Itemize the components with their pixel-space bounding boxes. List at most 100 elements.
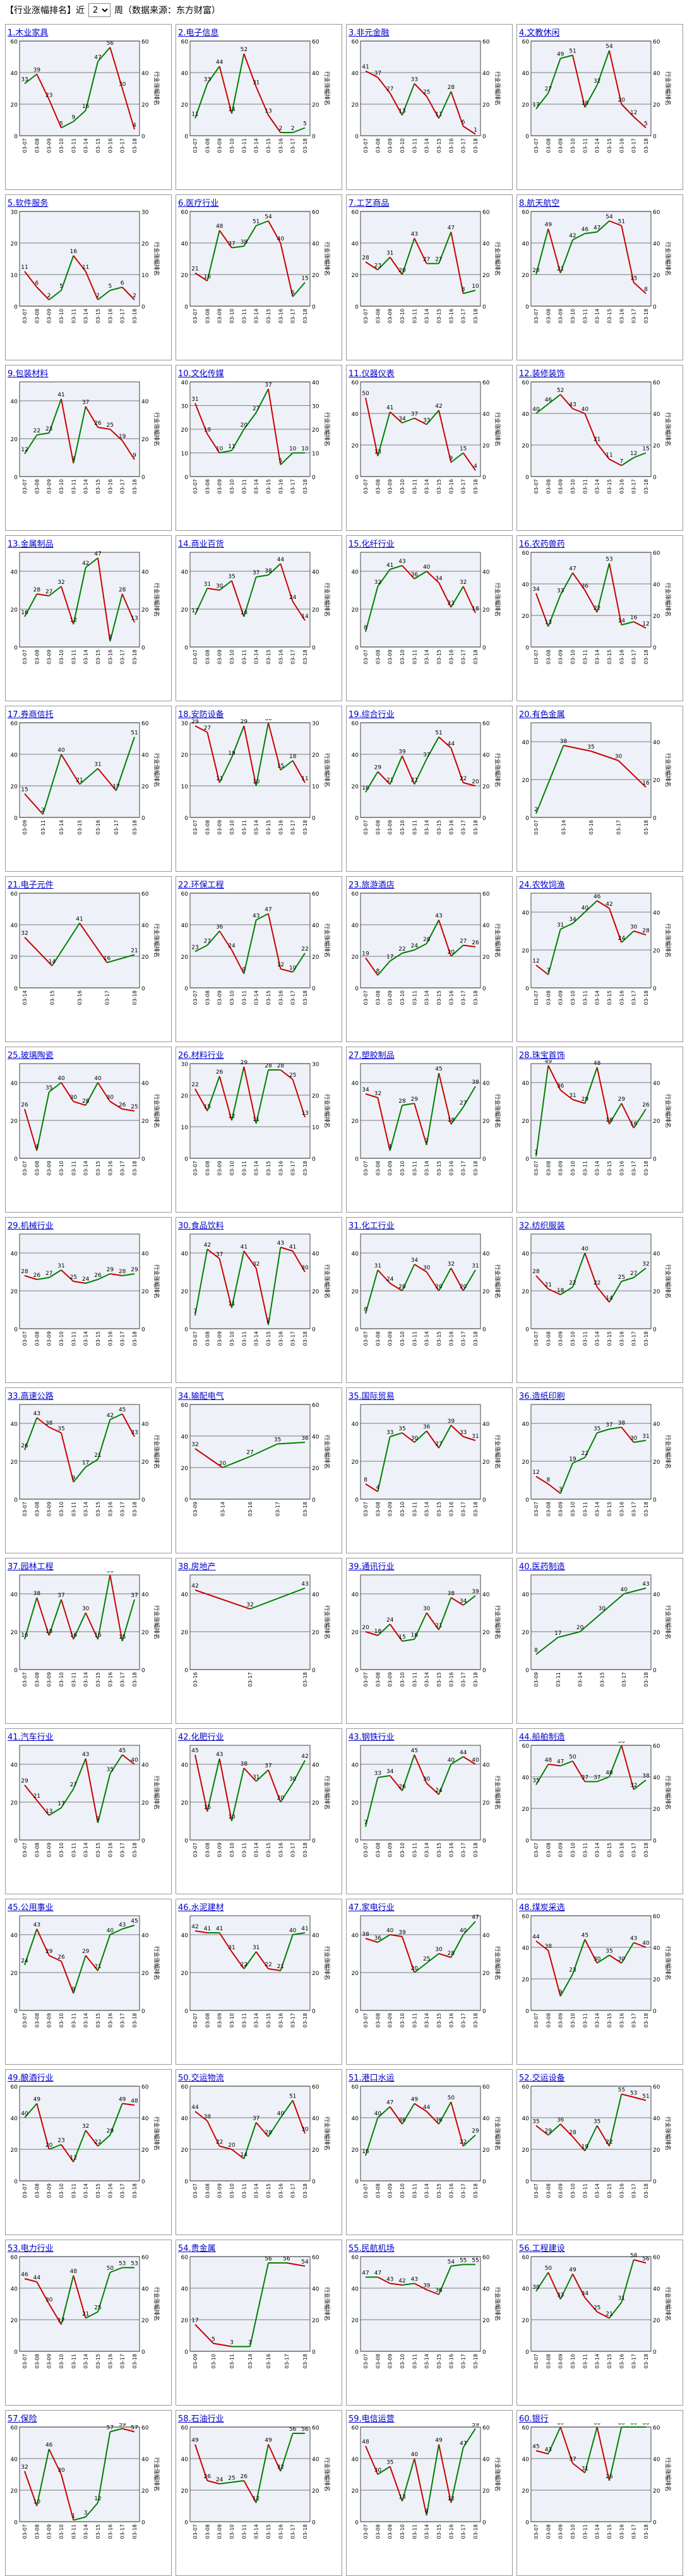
data-label: 17 — [191, 608, 198, 614]
chart-title-link[interactable]: 56.工程建设 — [519, 2244, 565, 2253]
y2-tick-label: 40 — [312, 923, 319, 929]
series-segment — [268, 563, 282, 576]
chart-title-link[interactable]: 46.水泥建材 — [178, 1903, 224, 1913]
chart-title-link[interactable]: 43.钢铁行业 — [349, 1733, 395, 1742]
y2-tick-label: 60 — [653, 1914, 660, 1920]
chart-title-link[interactable]: 19.综合行业 — [349, 710, 395, 720]
data-label: 36 — [301, 1435, 309, 1442]
chart-title-link[interactable]: 58.石油行业 — [178, 2414, 224, 2424]
chart-title-link[interactable]: 57.保险 — [8, 2414, 37, 2424]
chart-title-link[interactable]: 49.酿酒行业 — [8, 2074, 54, 2083]
chart-title-link[interactable]: 52.交运设备 — [519, 2074, 565, 2083]
chart-title-link[interactable]: 22.环保工程 — [178, 881, 224, 890]
chart-title-link[interactable]: 59.电信运营 — [349, 2414, 395, 2424]
data-label: 13 — [398, 109, 405, 115]
chart-title-link[interactable]: 48.煤炭采选 — [519, 1903, 565, 1913]
x-tick-label: 03-15 — [436, 1331, 442, 1346]
chart-title-link[interactable]: 11.仪器仪表 — [349, 369, 395, 379]
data-label: 9 — [71, 115, 75, 121]
chart-title-link[interactable]: 32.纺织服装 — [519, 1221, 565, 1231]
series-segment — [414, 1612, 427, 1640]
y2-tick-label: 20 — [312, 1093, 319, 1100]
series-segment — [194, 83, 208, 119]
chart-title-link[interactable]: 20.有色金属 — [519, 710, 565, 720]
chart-title-link[interactable]: 6.医疗行业 — [178, 199, 219, 208]
y-tick-label: 20 — [181, 1800, 189, 1807]
x-tick-label: 03-18 — [643, 820, 649, 834]
x-tick-label: 03-09 — [47, 650, 52, 664]
chart-title-link[interactable]: 25.玻璃陶瓷 — [8, 1051, 54, 1060]
data-label: 12 — [70, 2155, 77, 2161]
data-label: 24 — [386, 1276, 394, 1283]
y-axis-label: 行业涨幅排名 — [153, 1264, 160, 1298]
chart-title-link[interactable]: 10.文化传媒 — [178, 369, 224, 379]
x-tick-label: 03-11 — [412, 650, 417, 664]
chart-title-link[interactable]: 45.公用事业 — [8, 1903, 54, 1913]
chart-title-link[interactable]: 9.包装材料 — [8, 369, 49, 379]
chart-title-link[interactable]: 55.民航机场 — [349, 2244, 395, 2253]
chart-title-link[interactable]: 4.文教休闲 — [519, 28, 560, 38]
chart-title-link[interactable]: 33.高速公路 — [8, 1392, 54, 1401]
chart-title-link[interactable]: 40.医药制造 — [519, 1562, 565, 1572]
chart-title-link[interactable]: 39.通讯行业 — [349, 1562, 395, 1572]
chart-title-link[interactable]: 21.电子元件 — [8, 881, 54, 890]
chart-title-link[interactable]: 60.银行 — [519, 2414, 549, 2424]
x-tick-label: 03-11 — [71, 650, 76, 664]
chart-title-link[interactable]: 27.塑胶制品 — [349, 1051, 395, 1060]
chart-title-link[interactable]: 1.木业家具 — [8, 28, 49, 38]
chart-title-link[interactable]: 24.农牧饲渔 — [519, 881, 565, 890]
chart-title-link[interactable]: 14.商业百货 — [178, 540, 224, 549]
chart-title-link[interactable]: 17.券商信托 — [8, 710, 54, 720]
chart-title-link[interactable]: 31.化工行业 — [349, 1221, 395, 1231]
y2-tick-label: 40 — [312, 241, 319, 247]
chart-title-link[interactable]: 23.旅游酒店 — [349, 881, 395, 890]
y2-tick-label: 0 — [482, 1156, 486, 1163]
data-label: 32 — [82, 2123, 89, 2130]
plot-area — [360, 381, 481, 477]
chart-title-link[interactable]: 47.家电行业 — [349, 1903, 395, 1913]
chart-title-link[interactable]: 51.港口水运 — [349, 2074, 395, 2083]
x-tick-label: 03-14 — [424, 138, 430, 153]
series-segment — [365, 1269, 379, 1314]
chart-title-link[interactable]: 2.电子信息 — [178, 28, 219, 38]
chart-title-link[interactable]: 36.造纸印刷 — [519, 1392, 565, 1401]
series-segment — [61, 255, 75, 291]
data-label: 36 — [557, 2117, 564, 2123]
chart-title-link[interactable]: 54.贵金属 — [178, 2244, 216, 2253]
chart-title-link[interactable]: 15.化纤行业 — [349, 540, 395, 549]
data-label: 21 — [435, 1623, 442, 1629]
period-select[interactable]: 2 — [88, 3, 110, 17]
chart-title-link[interactable]: 44.船舶制造 — [519, 1733, 565, 1742]
chart-title-link[interactable]: 12.装修装饰 — [519, 369, 565, 379]
chart-title-link[interactable]: 37.园林工程 — [8, 1562, 54, 1572]
chart-title-link[interactable]: 28.珠宝首饰 — [519, 1051, 565, 1060]
data-label: 8 — [644, 287, 648, 293]
x-tick-label: 03-17 — [120, 2183, 126, 2198]
chart-title-link[interactable]: 30.食品饮料 — [178, 1221, 224, 1231]
chart-title-link[interactable]: 53.电力行业 — [8, 2244, 54, 2253]
chart-title-link[interactable]: 13.金属制品 — [8, 540, 54, 549]
x-tick-label: 03-09 — [217, 479, 223, 494]
y-tick-label: 10 — [11, 273, 18, 279]
chart-title-link[interactable]: 8.航天航空 — [519, 199, 560, 208]
series-segment — [365, 957, 379, 976]
data-label: 33 — [374, 1771, 381, 1777]
chart-title-link[interactable]: 41.汽车行业 — [8, 1733, 54, 1742]
chart-title-link[interactable]: 34.输配电气 — [178, 1392, 224, 1401]
chart-title-link[interactable]: 26.材料行业 — [178, 1051, 224, 1060]
chart-title-link[interactable]: 35.国际贸易 — [349, 1392, 395, 1401]
chart-title-link[interactable]: 38.房地产 — [178, 1562, 216, 1572]
chart-title-link[interactable]: 16.农药兽药 — [519, 540, 565, 549]
chart-title-link[interactable]: 5.软件服务 — [8, 199, 49, 208]
chart-title-link[interactable]: 3.非元金融 — [349, 28, 390, 38]
chart-title-link[interactable]: 50.交运物流 — [178, 2074, 224, 2083]
series-segment — [97, 1273, 110, 1280]
period-label-prefix: 【行业涨幅排名】近 — [5, 6, 85, 16]
chart-title-link[interactable]: 42.化肥行业 — [178, 1733, 224, 1742]
chart-title-link[interactable]: 18.安防设备 — [178, 710, 224, 720]
chart-title-link[interactable]: 29.机械行业 — [8, 1221, 54, 1231]
chart-title-link[interactable]: 7.工艺商品 — [349, 199, 390, 208]
x-tick-label: 03-15 — [607, 309, 612, 323]
